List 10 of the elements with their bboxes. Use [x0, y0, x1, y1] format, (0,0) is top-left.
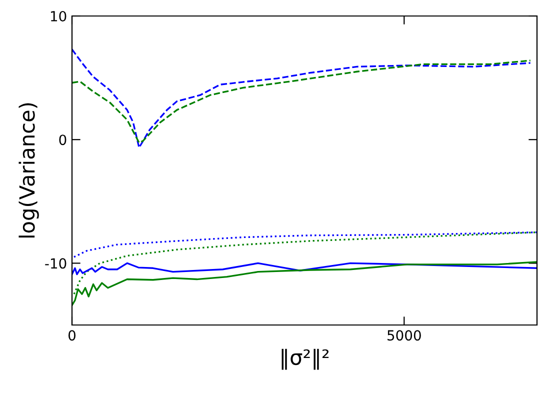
line-series — [72, 262, 537, 276]
y-tick-label: -10 — [45, 258, 66, 269]
line-series — [72, 60, 532, 144]
x-tick-label: 5000 — [388, 330, 421, 341]
line-series — [72, 48, 532, 148]
y-axis-title: log(Variance) — [18, 103, 39, 238]
y-tick-label: 0 — [59, 134, 66, 146]
x-axis-title: ‖σ²‖² — [282, 348, 329, 370]
line-series — [73, 231, 537, 258]
y-tick-label: 10 — [50, 10, 66, 22]
